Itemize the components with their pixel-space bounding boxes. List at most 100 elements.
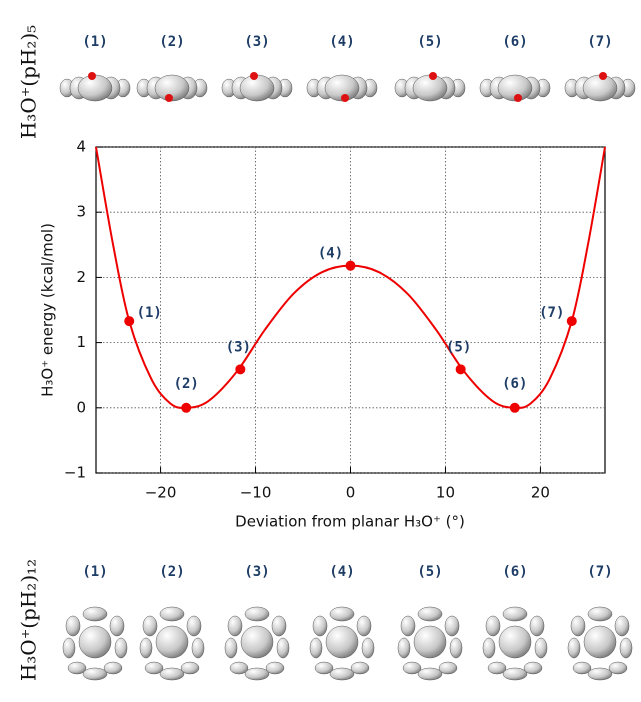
atom	[341, 94, 349, 102]
orbital	[244, 667, 270, 681]
x-tick-label: 0	[346, 484, 356, 502]
image-label: (3)	[244, 564, 269, 580]
point-label: (2)	[174, 376, 199, 392]
orbital	[154, 74, 190, 102]
orbital	[350, 661, 370, 675]
y-tick-label: 0	[76, 398, 86, 416]
molecule	[397, 606, 463, 681]
atom	[599, 72, 607, 80]
orbital	[587, 667, 613, 681]
molecule	[394, 72, 466, 102]
orbital	[534, 637, 548, 659]
image-label: (2)	[159, 564, 184, 580]
point-label: (4)	[318, 246, 343, 262]
orbital	[329, 667, 355, 681]
image-label: (7)	[587, 34, 612, 50]
point	[124, 316, 135, 327]
point-label: (6)	[502, 376, 527, 392]
atom	[165, 94, 173, 102]
image-label: (6)	[502, 564, 527, 580]
molecule	[62, 606, 128, 681]
molecule	[306, 74, 378, 102]
orbital	[62, 637, 76, 659]
molecule	[482, 606, 548, 681]
orbital	[487, 661, 507, 675]
orbital	[114, 637, 128, 659]
orbital	[361, 637, 375, 659]
orbital	[587, 606, 613, 622]
orbital	[572, 661, 592, 675]
orbital	[614, 615, 630, 637]
orbital	[77, 74, 113, 102]
orbital	[497, 74, 533, 102]
orbital	[312, 615, 328, 637]
point	[566, 316, 577, 327]
image-label: (6)	[502, 34, 527, 50]
orbital	[265, 661, 285, 675]
orbital	[180, 661, 200, 675]
molecule	[309, 606, 375, 681]
orbital	[229, 661, 249, 675]
x-tick-label: −20	[145, 484, 177, 502]
x-tick-label: 20	[531, 484, 550, 502]
orbital	[529, 615, 545, 637]
point	[235, 364, 246, 375]
point	[345, 260, 356, 271]
x-tick-label: −10	[240, 484, 272, 502]
orbital	[139, 637, 153, 659]
orbital	[397, 637, 411, 659]
orbital	[239, 74, 275, 102]
molecule	[221, 72, 293, 102]
image-label: (3)	[244, 34, 269, 50]
point-label: (7)	[539, 305, 564, 321]
x-axis-label: Deviation from planar H₃O⁺ (°)	[235, 513, 465, 531]
orbital	[103, 661, 123, 675]
orbital	[438, 661, 458, 675]
orbital	[227, 615, 243, 637]
atom	[514, 94, 522, 102]
atom	[250, 72, 258, 80]
orbital	[570, 615, 586, 637]
orbital	[159, 667, 185, 681]
image-label: (5)	[417, 564, 442, 580]
orbital	[582, 74, 618, 102]
orbital	[191, 637, 205, 659]
y-tick-label: 4	[76, 138, 86, 156]
orbital	[309, 637, 323, 659]
y-tick-label: 2	[76, 268, 86, 286]
orbital	[325, 625, 359, 659]
point-label: (3)	[226, 339, 251, 355]
orbital	[356, 615, 372, 637]
atom	[429, 72, 437, 80]
molecule	[139, 606, 205, 681]
orbital	[417, 606, 443, 622]
orbital	[142, 615, 158, 637]
orbital	[240, 625, 274, 659]
orbital	[412, 74, 448, 102]
orbital	[78, 625, 112, 659]
image-label: (2)	[159, 34, 184, 50]
orbital	[523, 661, 543, 675]
molecule	[479, 74, 551, 102]
bottom-panel-title: H₃O⁺(pH₂)₁₂	[17, 559, 41, 681]
orbital	[271, 615, 287, 637]
orbital	[413, 625, 447, 659]
image-label: (4)	[329, 34, 354, 50]
orbital	[65, 615, 81, 637]
y-tick-label: 1	[76, 333, 86, 351]
point-label: (1)	[137, 305, 162, 321]
orbital	[567, 637, 581, 659]
molecule-images	[59, 72, 636, 681]
image-label: (7)	[587, 564, 612, 580]
image-label: (5)	[417, 34, 442, 50]
y-tick-label: 3	[76, 203, 86, 221]
orbital	[502, 667, 528, 681]
orbital	[583, 625, 617, 659]
y-axis-label: H₃O⁺ energy (kcal/mol)	[39, 223, 57, 397]
orbital	[155, 625, 189, 659]
orbital	[329, 606, 355, 622]
x-tick-label: 10	[436, 484, 455, 502]
molecule	[224, 606, 290, 681]
orbital	[244, 606, 270, 622]
